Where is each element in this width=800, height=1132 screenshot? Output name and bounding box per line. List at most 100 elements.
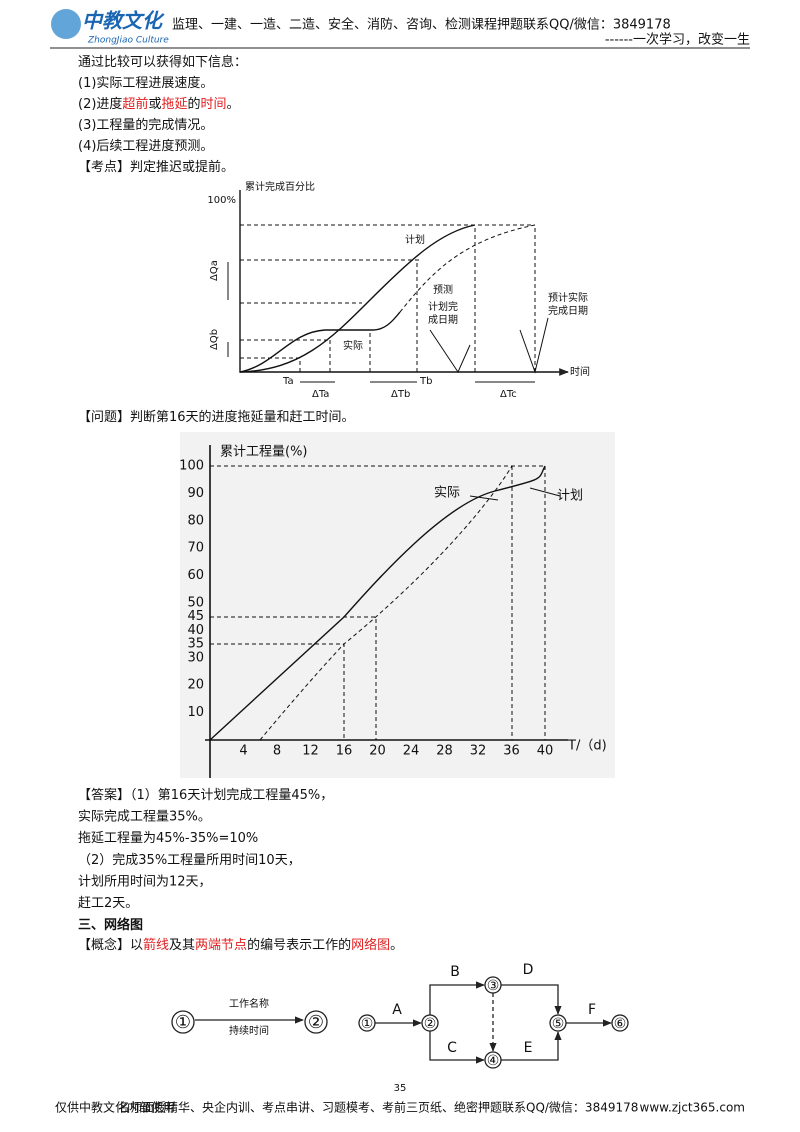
figure-label: Tb	[419, 376, 432, 387]
text-segment: 通过比较可以获得如下信息：	[78, 54, 247, 70]
figure-1	[227, 190, 569, 383]
network-diagram	[171, 976, 629, 1069]
logo-globe	[51, 9, 81, 39]
page-number: 35	[394, 1083, 407, 1094]
text-line: （2）完成35%工程量所用时间10天，	[78, 852, 301, 867]
text-segment: 两端节点	[195, 938, 247, 953]
x-tick-label: 40	[537, 744, 554, 759]
x-tick-label: 8	[273, 744, 281, 759]
footer-middle: 名师面授精华、央企内训、考点串讲、习题模考、考前三页纸、绝密押题联系QQ/微信：…	[118, 1100, 638, 1115]
x-tick-label: 16	[336, 744, 353, 759]
figure-label: ΔTc	[500, 389, 517, 400]
y-axis-label: 累计完成百分比	[245, 180, 315, 193]
activity-label: A	[392, 1002, 402, 1018]
figure-label: 完成日期	[548, 304, 588, 317]
text-segment: 。	[390, 938, 403, 953]
y-tick-label: 50	[187, 596, 204, 611]
text-segment: 三、网络图	[78, 917, 143, 933]
figure-label: ΔTb	[391, 389, 410, 400]
logo: 中教文化	[82, 9, 165, 33]
y-tick-label: 20	[187, 678, 204, 693]
figure-label: 预测	[433, 283, 453, 296]
x-tick-label: 32	[470, 744, 487, 759]
text-line: (4)后续工程进度预测。	[78, 138, 213, 154]
y-tick-label: 100	[179, 459, 204, 474]
text-line: 拖延工程量为45%-35%=10%	[78, 831, 258, 846]
y-top-label: 100%	[207, 195, 236, 206]
text-line: (3)工程量的完成情况。	[78, 117, 213, 133]
text-segment: 超前	[122, 96, 148, 112]
text-segment: 。	[227, 97, 240, 112]
text-line: 【概念】以箭线及其两端节点的编号表示工作的网络图。	[78, 937, 403, 953]
text-line: 【问题】判断第16天的进度拖延量和赶工时间。	[78, 409, 355, 425]
x-axis-label: T/（d)	[567, 739, 607, 754]
text-line: 计划所用时间为12天，	[78, 874, 212, 889]
node-label: ⑤	[552, 1016, 565, 1032]
figure-label: 计划完	[428, 300, 458, 313]
text-segment: (4)后续工程进度预测。	[78, 138, 213, 154]
text-segment: 拖延	[161, 97, 187, 112]
slogan: ------一次学习，改变一生	[605, 32, 750, 48]
y-tick-label: 60	[187, 568, 204, 583]
text-segment: 【答案】（1）第16天计划完成工程量45%，	[78, 787, 333, 803]
figure-label: ΔQa	[209, 260, 220, 281]
logo-sub: ZhongJiao Culture	[87, 36, 169, 46]
node-label: ⑥	[614, 1016, 627, 1032]
text-segment: 时间	[200, 97, 226, 112]
activity-label: D	[523, 962, 534, 978]
x-tick-label: 36	[503, 744, 520, 759]
figure-label: 计划	[557, 489, 583, 504]
text-line: 实际完成工程量35%。	[78, 809, 211, 824]
activity-duration: 持续时间	[229, 1024, 269, 1037]
node-label: ①	[361, 1016, 374, 1032]
activity-label: B	[450, 964, 460, 980]
text-segment: 或	[148, 97, 161, 112]
y-tick-label: 70	[187, 541, 204, 556]
y-tick-label: 45	[187, 609, 204, 624]
text-segment: （2）完成35%工程量所用时间10天，	[78, 852, 301, 867]
figure-label: 成日期	[428, 314, 458, 326]
node-label: ①	[175, 1012, 191, 1033]
y-tick-label: 30	[187, 650, 204, 665]
figure-2	[205, 445, 568, 778]
y-tick-label: 10	[187, 705, 204, 720]
figure-label: ΔTa	[312, 389, 329, 400]
text-segment: 拖延工程量为45%-35%=10%	[78, 831, 258, 846]
activity-name: 工作名称	[229, 997, 269, 1010]
y-tick-label: 35	[187, 637, 204, 652]
text-segment: 及其	[169, 938, 195, 953]
y-tick-label: 40	[187, 623, 204, 638]
text-segment: 【问题】判断第16天的进度拖延量和赶工时间。	[78, 409, 355, 425]
text-segment: 实际完成工程量35%。	[78, 809, 211, 824]
x-tick-label: 4	[239, 744, 247, 759]
node-label: ②	[424, 1016, 437, 1032]
text-line: 三、网络图	[78, 917, 143, 933]
activity-label: E	[524, 1040, 533, 1056]
node-label: ③	[487, 978, 500, 994]
text-segment: 箭线	[143, 937, 169, 953]
figure-label: ΔQb	[209, 329, 220, 350]
x-tick-label: 24	[403, 744, 420, 759]
text-segment: 网络图	[351, 937, 390, 953]
text-segment: (3)工程量的完成情况。	[78, 117, 213, 133]
text-segment: 计划所用时间为12天，	[78, 874, 212, 889]
node-label: ②	[308, 1012, 324, 1033]
y-tick-label: 90	[187, 486, 204, 501]
text-segment: (2)进度	[78, 96, 122, 112]
text-segment: 【概念】以	[78, 937, 143, 953]
figure-label: Ta	[282, 376, 294, 387]
figure-label: 预计实际	[548, 291, 588, 304]
text-segment: 的编号表示工作的	[247, 937, 351, 953]
footer-url: www.zjct365.com	[640, 1101, 745, 1115]
text-segment: 的	[187, 96, 200, 112]
figure-2-bg	[180, 432, 615, 778]
node-label: ④	[487, 1053, 500, 1069]
text-segment: 【考点】判定推迟或提前。	[78, 159, 234, 175]
text-line: 【答案】（1）第16天计划完成工程量45%，	[78, 787, 333, 803]
text-line: (2)进度超前或拖延的时间。	[78, 96, 240, 112]
header-text: 监理、一建、一造、二造、安全、消防、咨询、检测课程押题联系QQ/微信：38491…	[172, 17, 671, 33]
x-tick-label: 28	[436, 744, 453, 759]
figure-label: 时间	[570, 365, 590, 378]
activity-label: F	[588, 1002, 596, 1018]
